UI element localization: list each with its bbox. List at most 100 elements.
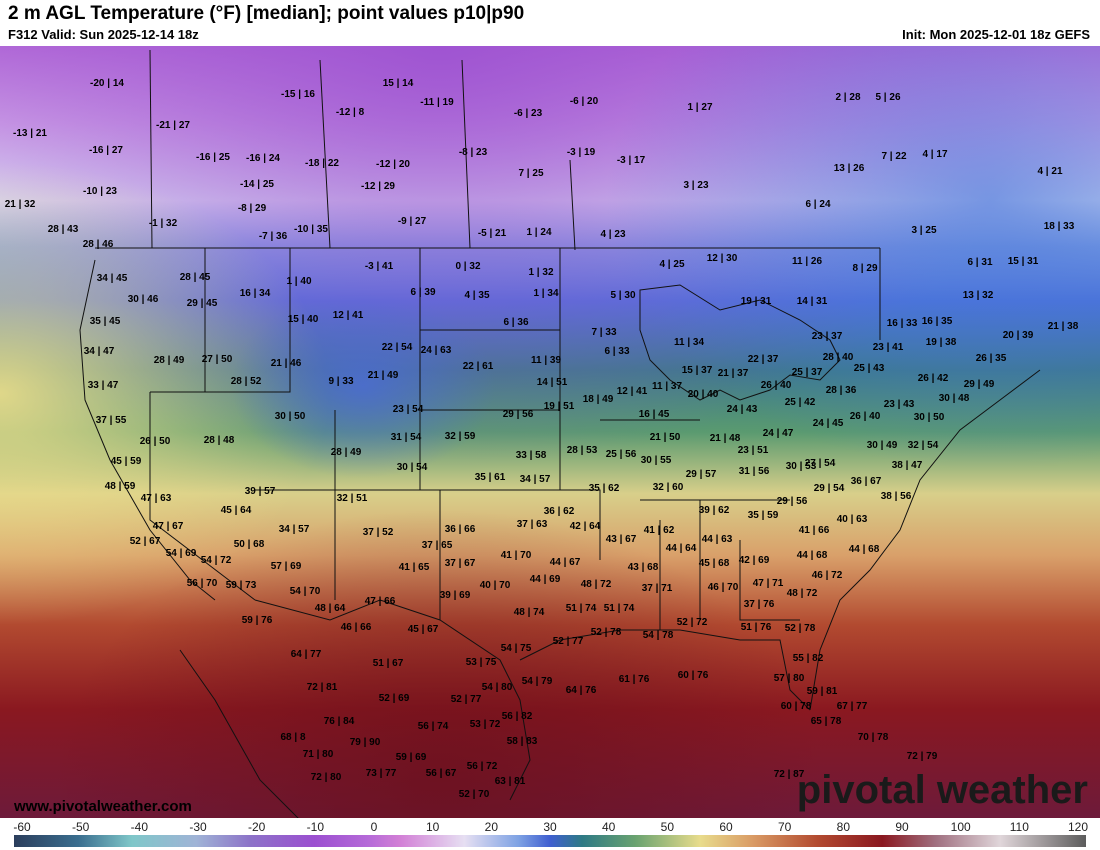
province-line (569, 159, 576, 251)
baja-coastline (179, 649, 299, 818)
point-value: 39 | 62 (699, 505, 730, 516)
point-value: 54 | 69 (166, 548, 197, 559)
legend-tick-label: 30 (543, 820, 557, 834)
point-value: -10 | 23 (83, 186, 117, 197)
point-value: 36 | 66 (445, 524, 476, 535)
point-value: 48 | 72 (787, 588, 818, 599)
point-value: 45 | 59 (111, 456, 142, 467)
point-value: -5 | 21 (478, 228, 507, 239)
point-value: 32 | 59 (445, 431, 476, 442)
point-value: 34 | 57 (279, 524, 310, 535)
point-value: 29 | 57 (686, 469, 717, 480)
point-value: 29 | 54 (814, 483, 845, 494)
point-value: 29 | 56 (503, 409, 534, 420)
point-value: 41 | 62 (644, 525, 675, 536)
point-value: 22 | 54 (382, 342, 413, 353)
point-value: 37 | 71 (642, 583, 673, 594)
point-value: 23 | 43 (884, 399, 915, 410)
point-value: -12 | 8 (336, 107, 365, 118)
point-value: 30 | 53 (786, 461, 817, 472)
point-value: 57 | 69 (271, 561, 302, 572)
point-value: 30 | 46 (128, 294, 159, 305)
point-value: 16 | 45 (639, 409, 670, 420)
legend-tick-label: 50 (660, 820, 675, 834)
point-value: 51 | 76 (741, 622, 772, 633)
point-value: 45 | 64 (221, 505, 252, 516)
point-value: 48 | 59 (105, 481, 136, 492)
point-value: 29 | 49 (964, 379, 995, 390)
point-value: 28 | 45 (180, 272, 211, 283)
point-value: 73 | 77 (366, 768, 397, 779)
point-value: 70 | 78 (858, 732, 889, 743)
site-url: www.pivotalweather.com (14, 798, 192, 815)
point-value: 64 | 76 (566, 685, 597, 696)
point-value: 6 | 31 (967, 257, 992, 268)
point-value: -1 | 32 (149, 218, 178, 229)
point-value: 71 | 80 (303, 749, 334, 760)
point-value: 20 | 39 (1003, 330, 1034, 341)
point-value: 4 | 17 (922, 149, 947, 160)
point-value: 22 | 61 (463, 361, 494, 372)
point-value: 44 | 68 (797, 550, 828, 561)
legend-tick-label: -10 (306, 820, 324, 834)
point-value: 38 | 47 (892, 460, 923, 471)
map-title: 2 m AGL Temperature (°F) [median]; point… (8, 3, 525, 24)
point-value: 52 | 69 (379, 693, 410, 704)
legend-tick-label: -40 (130, 820, 148, 834)
point-value: 54 | 75 (501, 643, 532, 654)
point-value: 11 | 39 (531, 355, 561, 366)
point-value: 41 | 65 (399, 562, 430, 573)
point-value: 4 | 35 (464, 290, 489, 301)
point-value: 30 | 55 (641, 455, 672, 466)
point-value: 29 | 56 (777, 496, 808, 507)
point-value: 48 | 74 (514, 607, 545, 618)
point-value: 44 | 63 (702, 534, 733, 545)
point-value: 28 | 49 (154, 355, 185, 366)
point-value: 43 | 68 (628, 562, 659, 573)
point-value: 56 | 70 (187, 578, 218, 589)
legend-tick-label: 70 (777, 820, 792, 834)
point-value: 26 | 40 (850, 411, 881, 422)
legend-tick-label: 20 (484, 820, 499, 834)
point-value: 44 | 67 (550, 557, 581, 568)
point-value: 8 | 29 (852, 263, 877, 274)
point-value: 21 | 38 (1048, 321, 1079, 332)
point-value: 35 | 59 (748, 510, 779, 521)
point-value: 47 | 63 (141, 493, 172, 504)
point-value: 65 | 78 (811, 716, 842, 727)
point-value: 1 | 32 (528, 267, 553, 278)
point-value: 37 | 67 (445, 558, 476, 569)
point-value: 36 | 67 (851, 476, 882, 487)
point-value: 54 | 80 (482, 682, 513, 693)
point-value: 35 | 45 (90, 316, 121, 327)
point-value: 35 | 61 (475, 472, 506, 483)
province-line (319, 59, 331, 249)
point-value: -16 | 24 (246, 153, 280, 164)
point-value: 52 | 77 (451, 694, 482, 705)
legend-ticks: -60 -50 -40 -30 -20 -10 0 10 20 30 40 50 60 70 80 90 100… (0, 820, 1100, 834)
point-value: -3 | 19 (567, 147, 596, 158)
legend-tick-label: 100 (950, 820, 971, 834)
point-value: 33 | 58 (516, 450, 547, 461)
point-value: 15 | 14 (383, 78, 414, 89)
point-value: 21 | 37 (718, 368, 749, 379)
legend-colorbar-fill (14, 835, 1086, 847)
point-value: 64 | 77 (291, 649, 322, 660)
point-value: 34 | 47 (84, 346, 115, 357)
point-value: -14 | 25 (240, 179, 274, 190)
point-value: -20 | 14 (90, 78, 124, 89)
point-value: 46 | 66 (341, 622, 372, 633)
point-value: 39 | 57 (245, 486, 276, 497)
point-value: 59 | 69 (396, 752, 427, 763)
point-value: 7 | 33 (591, 327, 616, 338)
point-value: 11 | 26 (792, 256, 822, 267)
legend-tick-label: -30 (189, 820, 207, 834)
point-value: 37 | 76 (744, 599, 775, 610)
point-value: 56 | 72 (467, 761, 498, 772)
state-line (149, 392, 256, 601)
legend-tick-label: -60 (13, 820, 31, 834)
point-value: 24 | 43 (727, 404, 758, 415)
point-value: 54 | 79 (522, 676, 553, 687)
temperature-map[interactable]: -20 | 14 -15 | 16 15 | 14 -11 | 19 -12 | 8 -6… (0, 46, 1100, 818)
legend-tick-label: -50 (71, 820, 90, 834)
